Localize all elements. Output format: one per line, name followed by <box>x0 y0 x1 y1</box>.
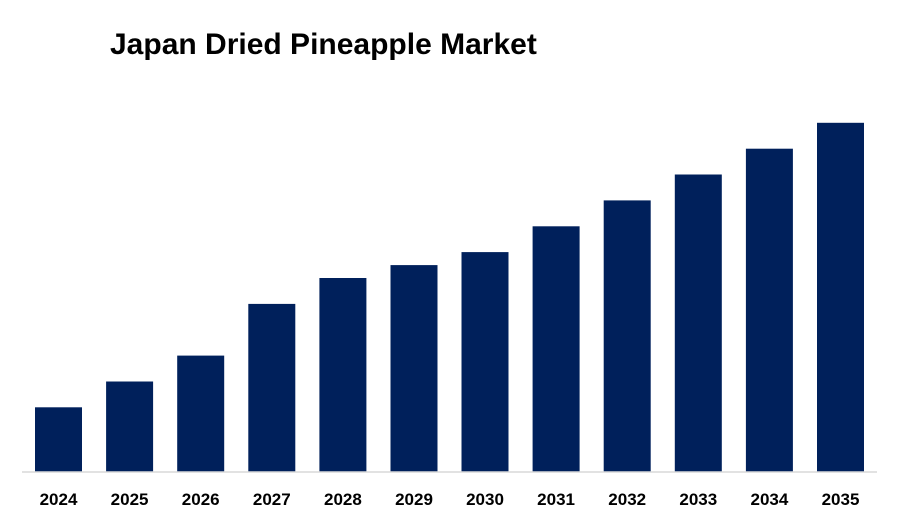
bar-2029 <box>390 265 438 472</box>
bar-2031 <box>532 226 580 472</box>
x-tick-label-2027: 2027 <box>253 490 291 509</box>
x-tick-label-2035: 2035 <box>822 490 860 509</box>
tick-labels-layer: 2024 2025 2026 2027 2028 2029 2030 2031 2032 2033… <box>40 490 860 509</box>
x-tick-label-2034: 2034 <box>750 490 788 509</box>
x-tick-label-2033: 2033 <box>679 490 717 509</box>
x-tick-label-2025: 2025 <box>111 490 149 509</box>
x-tick-label-2029: 2029 <box>395 490 433 509</box>
bar-2027 <box>248 303 296 472</box>
bar-2033 <box>674 174 722 472</box>
bar-2034 <box>745 148 793 472</box>
bar-2026 <box>177 355 225 472</box>
chart-title: Japan Dried Pineapple Market <box>110 28 537 61</box>
bar-2024 <box>35 407 82 472</box>
x-tick-label-2028: 2028 <box>324 490 362 509</box>
bar-2030 <box>461 252 509 472</box>
bar-2032 <box>603 200 651 472</box>
bars-layer <box>35 122 864 473</box>
bar-2025 <box>106 381 154 472</box>
bar-2028 <box>319 278 367 472</box>
x-tick-label-2024: 2024 <box>40 490 78 509</box>
x-tick-label-2032: 2032 <box>608 490 646 509</box>
x-tick-label-2030: 2030 <box>466 490 504 509</box>
x-tick-label-2026: 2026 <box>182 490 220 509</box>
x-tick-label-2031: 2031 <box>537 490 575 509</box>
bar-2035 <box>817 122 864 473</box>
